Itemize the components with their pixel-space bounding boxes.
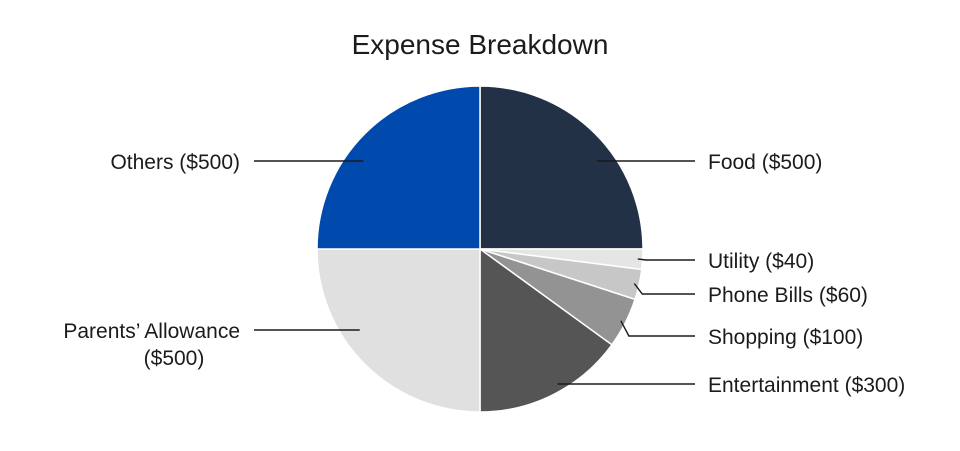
slice-label-others-500: Others ($500) <box>110 151 240 174</box>
slice-food-500 <box>479 85 644 250</box>
leader-line-phone-bills-60 <box>633 283 695 295</box>
slice-label-utility-40: Utility ($40) <box>708 250 814 273</box>
slice-entertainment-300 <box>479 247 613 413</box>
slice-label-entertainment-300: Entertainment ($300) <box>708 374 905 397</box>
slice-label-food-500: Food ($500) <box>708 151 822 174</box>
leader-line-shopping-100 <box>620 320 695 337</box>
pie-slices <box>316 85 644 413</box>
slice-parents-allowance <box>316 248 481 413</box>
slice-others-500 <box>316 85 481 250</box>
chart-title: Expense Breakdown <box>352 29 609 60</box>
leader-line-utility-40 <box>637 258 695 261</box>
slice-label-parents-allowance: Parents’ Allowance ($500) <box>63 320 240 370</box>
slice-label-shopping-100: Shopping ($100) <box>708 326 863 349</box>
slice-labels: Food ($500) Utility ($40) Phone Bills ($60… <box>63 151 905 397</box>
slice-label-phone-bills-60: Phone Bills ($60) <box>708 284 868 307</box>
